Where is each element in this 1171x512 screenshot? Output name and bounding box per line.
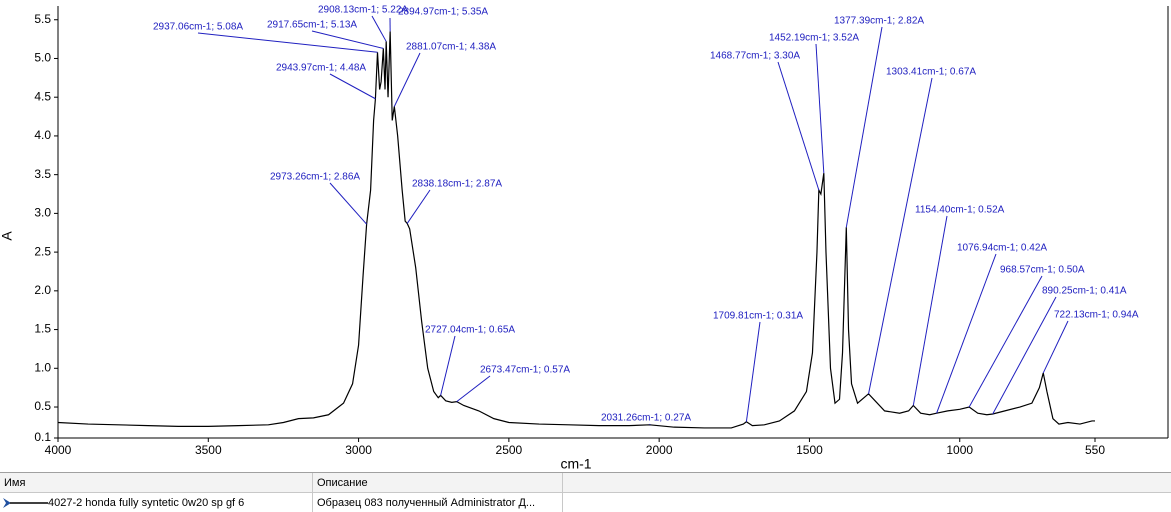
table-header: Имя Описание (0, 473, 1171, 493)
annotation-label: 2673.47cm-1; 0.57A (480, 365, 570, 376)
table-cell (563, 493, 1171, 512)
annotation-leader (198, 33, 377, 52)
annotation-label: 2881.07cm-1; 4.38A (406, 42, 496, 53)
x-tick-label: 550 (1085, 443, 1105, 457)
y-tick-label: 0.5 (34, 399, 51, 413)
annotation-label: 2727.04cm-1; 0.65A (425, 325, 515, 336)
annotation-label: 722.13cm-1; 0.94A (1054, 310, 1139, 321)
annotation-label: 2943.97cm-1; 4.48A (276, 63, 366, 74)
x-tick-label: 1500 (796, 443, 823, 457)
annotation-label: 1154.40cm-1; 0.52A (915, 205, 1005, 216)
table-row[interactable]: 4027-2 honda fully syntetic 0w20 sp gf 6… (0, 493, 1171, 512)
x-axis-label: cm-1 (560, 456, 591, 472)
y-tick-label: 3.5 (34, 167, 51, 181)
annotation-label: 968.57cm-1; 0.50A (1000, 265, 1085, 276)
annotation-leader (330, 183, 367, 224)
annotation-leader (407, 190, 430, 223)
annotation-label: 2894.97cm-1; 5.35A (398, 7, 488, 18)
y-tick-label: 2.0 (34, 283, 51, 297)
row-icon (2, 497, 48, 509)
x-tick-label: 2500 (496, 443, 523, 457)
annotation-label: 890.25cm-1; 0.41A (1042, 286, 1127, 297)
y-tick-label: 1.0 (34, 360, 51, 374)
annotation-label: 2973.26cm-1; 2.86A (270, 172, 360, 183)
table-cell: 4027-2 honda fully syntetic 0w20 sp gf 6 (0, 493, 313, 512)
y-tick-label: 5.0 (34, 51, 51, 65)
annotation-leader (937, 254, 996, 413)
x-tick-label: 2000 (646, 443, 673, 457)
annotation-leader (330, 74, 375, 99)
annotation-label: 1303.41cm-1; 0.67A (886, 67, 976, 78)
table: Имя Описание 4027-2 honda fully syntetic… (0, 472, 1171, 512)
y-tick-label: 2.5 (34, 244, 51, 258)
annotation-label: 1468.77cm-1; 3.30A (710, 51, 800, 62)
annotation-leader (778, 62, 819, 190)
annotation-leader (441, 336, 455, 395)
x-tick-label: 3000 (345, 443, 372, 457)
sample-name: 4027-2 honda fully syntetic 0w20 sp gf 6 (48, 497, 244, 509)
annotation-label: 1452.19cm-1; 3.52A (769, 33, 859, 44)
y-tick-label: 0.1 (34, 430, 51, 444)
annotation-label: 2917.65cm-1; 5.13A (267, 20, 357, 31)
y-tick-label: 4.0 (34, 128, 51, 142)
annotation-leader (746, 322, 760, 422)
annotation-leader (1043, 321, 1068, 373)
x-tick-label: 3500 (195, 443, 222, 457)
annotation-label: 2031.26cm-1; 0.27A (601, 413, 691, 424)
annotation-leader (372, 16, 386, 41)
y-tick-label: 5.5 (34, 12, 51, 26)
annotation-leader (816, 44, 824, 173)
annotation-leader (312, 31, 383, 48)
header-cell[interactable]: Имя (0, 473, 313, 492)
header-cell[interactable]: Описание (313, 473, 563, 492)
annotation-label: 1709.81cm-1; 0.31A (713, 311, 803, 322)
annotation-label: 2908.13cm-1; 5.22A (318, 5, 408, 16)
annotation-leader (869, 78, 932, 394)
annotation-leader (394, 53, 420, 106)
x-tick-label: 1000 (946, 443, 973, 457)
annotation-label: 1076.94cm-1; 0.42A (957, 243, 1047, 254)
annotation-leader (457, 376, 490, 402)
chart: A cm-1 0.1 0.5 1.0 1.5 2.0 2.5 3.0 3.5 4.0 4.5 5.0… (0, 0, 1171, 472)
annotation-label: 2937.06cm-1; 5.08A (153, 22, 243, 33)
y-tick-label: 4.5 (34, 89, 51, 103)
header-cell (563, 473, 1171, 492)
annotation-leader (913, 216, 947, 405)
spectrum-line (58, 31, 1095, 428)
annotation-label: 2838.18cm-1; 2.87A (412, 179, 502, 190)
y-axis-label: A (0, 231, 15, 241)
table-cell: Образец 083 полученный Administrator Д..… (313, 493, 563, 512)
annotation-leader (993, 297, 1056, 414)
y-tick-label: 3.0 (34, 206, 51, 220)
x-tick-label: 4000 (45, 443, 72, 457)
y-tick-label: 1.5 (34, 322, 51, 336)
annotation-label: 1377.39cm-1; 2.82A (834, 16, 924, 27)
annotation-leader (846, 27, 882, 227)
